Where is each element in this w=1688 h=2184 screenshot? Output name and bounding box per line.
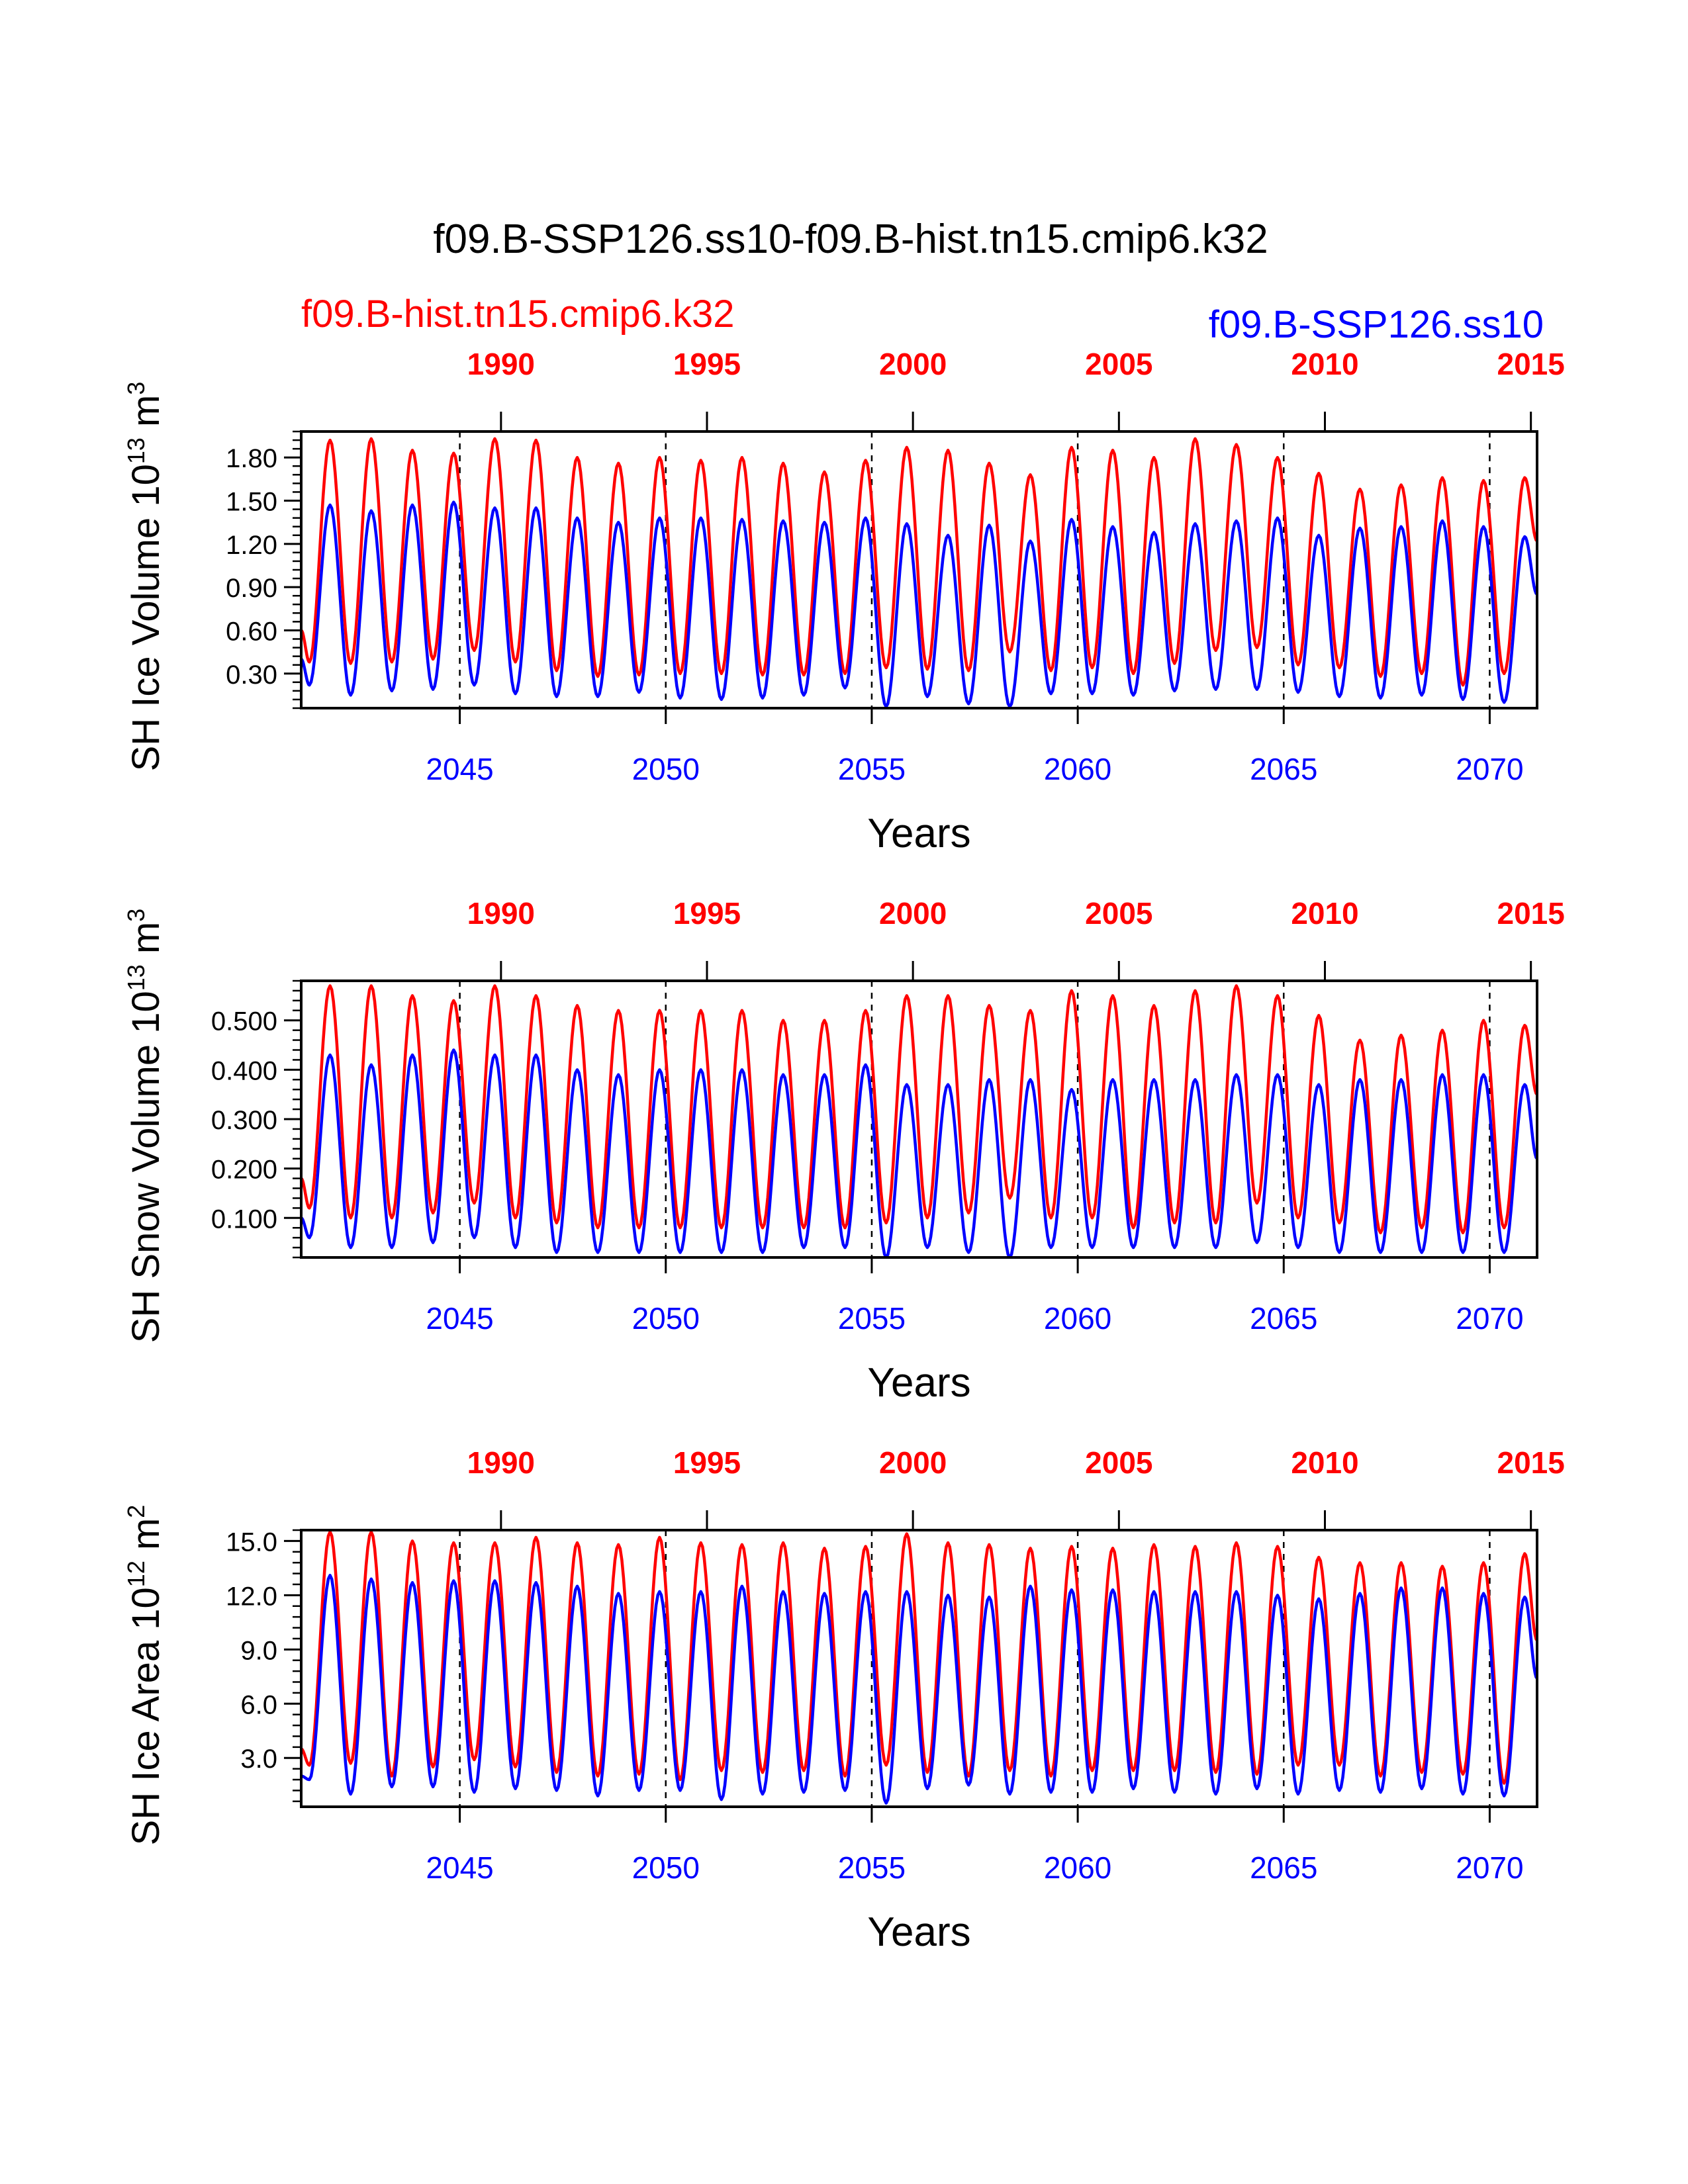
figure-title: f09.B-SSP126.ss10-f09.B-hist.tn15.cmip6.…: [433, 216, 1268, 262]
x-bottom-tick-label: 2060: [1044, 1850, 1111, 1885]
y-tick-label: 15.0: [226, 1527, 277, 1557]
x-bottom-tick-label: 2050: [632, 752, 700, 786]
y-tick-label: 0.90: [226, 574, 277, 603]
y-axis-title: SH Snow Volume 1013 m3: [122, 909, 167, 1343]
y-axis-title-part: m: [124, 922, 167, 964]
y-tick-label: 9.0: [240, 1636, 277, 1665]
x-top-tick-label: 1990: [467, 347, 535, 381]
x-top-tick-label: 1990: [467, 1445, 535, 1480]
chart-panel: 0.30 0.60 0.90 1.20 1.50 1.80 2045 2050 2055 2060…: [122, 347, 1565, 856]
x-top-tick-label: 1990: [467, 896, 535, 931]
x-bottom-tick-label: 2065: [1250, 1850, 1317, 1885]
x-bottom-tick-label: 2050: [632, 1301, 700, 1336]
y-axis-title-part: SH Ice Volume 10: [124, 464, 167, 771]
x-bottom-tick-label: 2070: [1456, 1850, 1523, 1885]
x-bottom-tick-label: 2055: [838, 752, 906, 786]
y-axis-title: SH Ice Area 1012 m2: [122, 1505, 167, 1846]
y-tick-label: 1.80: [226, 444, 277, 473]
x-top-tick-label: 2015: [1497, 1445, 1564, 1480]
legend-hist-label: f09.B-hist.tn15.cmip6.k32: [301, 293, 734, 336]
series-line: [301, 1574, 1537, 1805]
x-top-tick-label: 1995: [673, 1445, 741, 1480]
y-axis-title-part: 3: [122, 382, 150, 395]
series-line: [301, 984, 1537, 1234]
x-top-tick-label: 2005: [1085, 347, 1152, 381]
y-axis-title: SH Ice Volume 1013 m3: [122, 382, 167, 772]
y-axis-title-part: m: [124, 1518, 167, 1561]
x-bottom-tick-label: 2060: [1044, 1301, 1111, 1336]
x-bottom-tick-label: 2065: [1250, 752, 1317, 786]
x-top-tick-label: 2015: [1497, 896, 1564, 931]
x-bottom-tick-label: 2055: [838, 1850, 906, 1885]
y-tick-label: 1.50: [226, 488, 277, 517]
y-tick-label: 0.300: [211, 1106, 277, 1135]
y-tick-label: 0.30: [226, 660, 277, 690]
x-bottom-tick-label: 2065: [1250, 1301, 1317, 1336]
x-top-tick-label: 2000: [879, 1445, 947, 1480]
y-tick-label: 12.0: [226, 1582, 277, 1611]
y-axis-title-part: 13: [122, 964, 150, 991]
x-top-tick-label: 2005: [1085, 1445, 1152, 1480]
chart-panel: 3.0 6.0 9.0 12.0 15.0 2045 2050 2055 2060 2065 207…: [122, 1445, 1565, 1955]
y-axis-title-part: SH Snow Volume 10: [124, 991, 167, 1343]
x-bottom-tick-label: 2050: [632, 1850, 700, 1885]
y-tick-label: 6.0: [240, 1690, 277, 1719]
y-axis-title-part: SH Ice Area 10: [124, 1587, 167, 1845]
x-bottom-tick-label: 2045: [426, 1850, 493, 1885]
x-axis-title: Years: [867, 811, 970, 856]
plot-frame: [300, 1529, 1538, 1808]
series-line: [301, 437, 1537, 687]
y-tick-label: 0.60: [226, 617, 277, 646]
y-tick-label: 0.200: [211, 1156, 277, 1185]
x-bottom-tick-label: 2055: [838, 1301, 906, 1336]
series-line: [301, 1530, 1537, 1785]
x-top-tick-label: 2010: [1291, 1445, 1358, 1480]
series-line: [301, 1048, 1537, 1257]
x-axis-title: Years: [867, 1360, 970, 1406]
x-top-tick-label: 2000: [879, 347, 947, 381]
y-tick-label: 0.100: [211, 1205, 277, 1234]
x-top-tick-label: 2005: [1085, 896, 1152, 931]
y-axis-title-part: 3: [122, 909, 150, 922]
series-line: [301, 500, 1537, 708]
y-axis-title-part: 2: [122, 1505, 150, 1518]
x-top-tick-label: 2015: [1497, 347, 1564, 381]
y-axis-title-part: 12: [122, 1561, 150, 1587]
y-axis-title-part: m: [124, 395, 167, 437]
x-top-tick-label: 2010: [1291, 347, 1358, 381]
y-tick-label: 0.400: [211, 1056, 277, 1085]
x-top-tick-label: 1995: [673, 896, 741, 931]
x-axis-title: Years: [867, 1909, 970, 1955]
x-top-tick-label: 2010: [1291, 896, 1358, 931]
x-bottom-tick-label: 2045: [426, 752, 493, 786]
x-bottom-tick-label: 2070: [1456, 1301, 1523, 1336]
y-axis-title-part: 13: [122, 437, 150, 464]
y-tick-label: 0.500: [211, 1007, 277, 1036]
chart-panel: 0.100 0.200 0.300 0.400 0.500 2045 2050 2055 206…: [122, 896, 1565, 1406]
y-tick-label: 1.20: [226, 531, 277, 560]
legend-ssp-label: f09.B-SSP126.ss10: [1209, 303, 1544, 346]
x-bottom-tick-label: 2060: [1044, 752, 1111, 786]
x-bottom-tick-label: 2045: [426, 1301, 493, 1336]
y-tick-label: 3.0: [240, 1745, 277, 1774]
x-top-tick-label: 1995: [673, 347, 741, 381]
x-bottom-tick-label: 2070: [1456, 752, 1523, 786]
x-top-tick-label: 2000: [879, 896, 947, 931]
